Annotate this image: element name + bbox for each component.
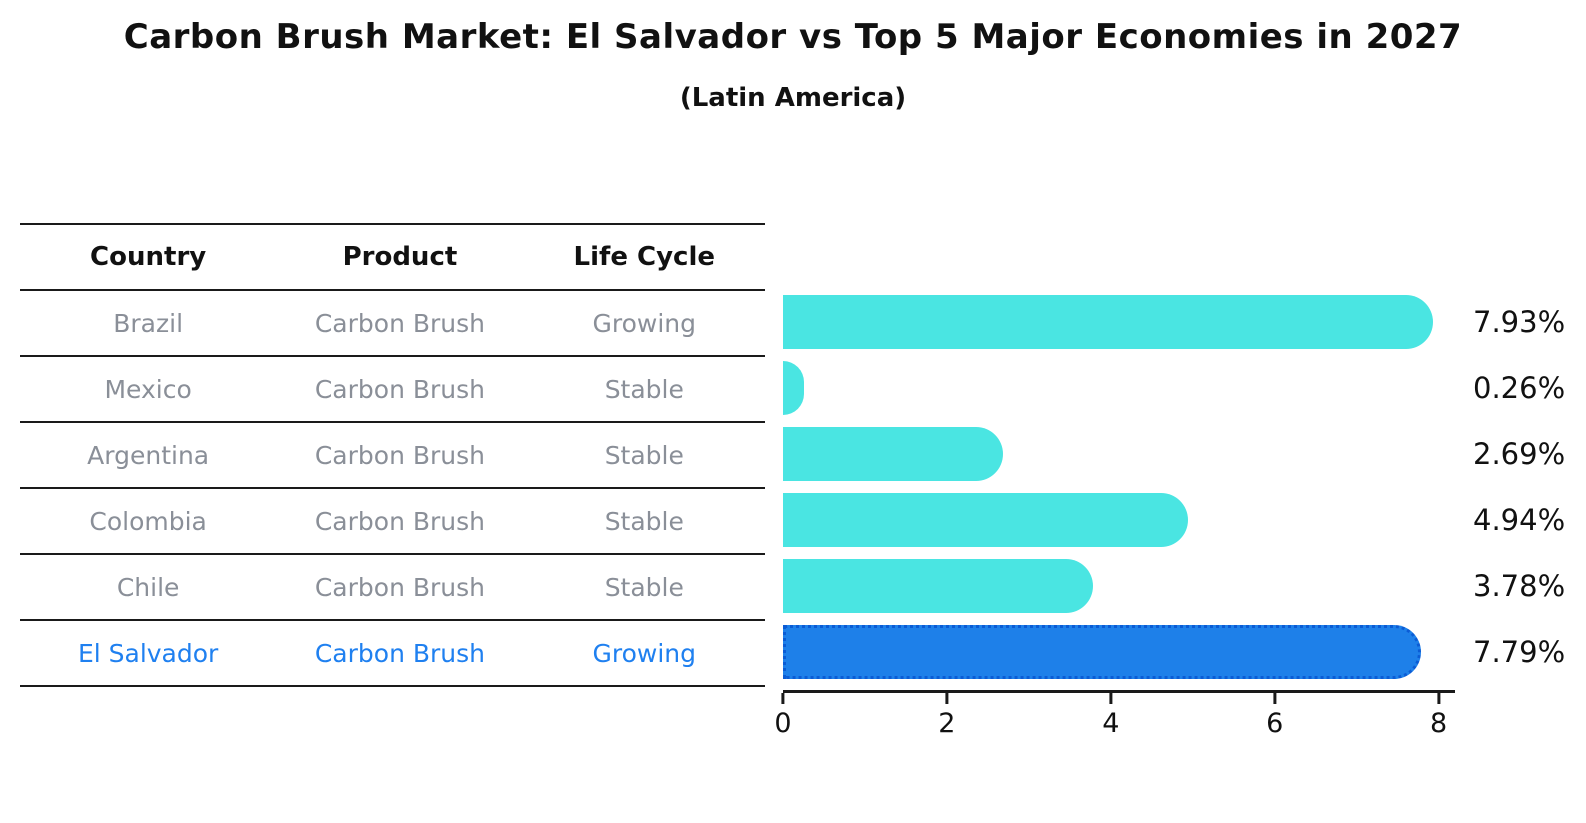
bar-chart: 7.93% 0.26% 2.69% 4.94% 3.78% 7.79% 0 2 … [774, 289, 1565, 743]
table-cell-life-cycle: Stable [604, 440, 684, 470]
table-cell-product: Carbon Brush [314, 572, 485, 602]
x-axis-tick: 0 [774, 693, 792, 739]
bar-row: 2.69% [783, 421, 1565, 487]
table-body: Brazil Carbon Brush Growing Mexico Carbo… [20, 291, 765, 687]
table-row: Colombia Carbon Brush Stable [20, 489, 765, 555]
table-cell-product: Carbon Brush [314, 308, 485, 338]
bar-row: 3.78% [783, 553, 1565, 619]
tick-mark [1109, 693, 1113, 704]
tick-mark [781, 693, 785, 704]
bar [783, 493, 1188, 547]
table-row: Mexico Carbon Brush Stable [20, 357, 765, 423]
bar-row: 0.26% [783, 355, 1565, 421]
bar [783, 559, 1093, 613]
bar-value-label: 2.69% [1473, 437, 1566, 471]
bar-value-label: 7.79% [1473, 635, 1566, 669]
x-axis: 0 2 4 6 8 [774, 690, 1455, 743]
table-cell-life-cycle: Stable [604, 374, 684, 404]
tick-label: 2 [938, 708, 956, 739]
tick-label: 0 [774, 708, 792, 739]
bar-row: 7.79% [783, 619, 1565, 685]
bar-value-label: 0.26% [1473, 371, 1566, 405]
column-header-country: Country [90, 242, 207, 272]
table-cell-life-cycle: Growing [592, 308, 697, 338]
table-row: Argentina Carbon Brush Stable [20, 423, 765, 489]
column-header-product: Product [342, 242, 458, 272]
table-cell-life-cycle: Growing [592, 638, 697, 668]
chart-title: Carbon Brush Market: El Salvador vs Top … [123, 17, 1463, 57]
bar [783, 295, 1433, 349]
tick-label: 6 [1266, 708, 1284, 739]
bar-row: 7.93% [783, 289, 1565, 355]
bar-value-label: 4.94% [1473, 503, 1566, 537]
x-axis-tick: 2 [938, 693, 955, 739]
column-header-life-cycle: Life Cycle [573, 242, 716, 272]
bar [783, 625, 1422, 679]
bar-value-label: 3.78% [1473, 569, 1566, 603]
tick-label: 4 [1102, 708, 1120, 739]
x-axis-tick: 4 [1102, 693, 1119, 739]
table-cell-product: Carbon Brush [314, 440, 485, 470]
bar-row: 4.94% [783, 487, 1565, 553]
bar [783, 427, 1004, 481]
table-header-row: Country Product Life Cycle [20, 223, 765, 291]
table-row: Chile Carbon Brush Stable [20, 555, 765, 621]
tick-mark [945, 693, 949, 704]
table-row: El Salvador Carbon Brush Growing [20, 621, 765, 687]
table-cell-country: Argentina [87, 440, 210, 470]
table-cell-country: Mexico [104, 374, 192, 404]
bar-plot-area: 7.93% 0.26% 2.69% 4.94% 3.78% 7.79% [783, 289, 1565, 685]
x-axis-tick: 8 [1430, 693, 1447, 739]
x-axis-tick: 6 [1266, 693, 1283, 739]
chart-subtitle: (Latin America) [679, 83, 907, 113]
bar-value-label: 7.93% [1473, 305, 1566, 339]
tick-mark [1273, 693, 1277, 704]
tick-mark [1437, 693, 1441, 704]
bar [783, 361, 805, 415]
table-cell-country: Colombia [89, 506, 207, 536]
table-cell-life-cycle: Stable [604, 506, 684, 536]
table-cell-country: Brazil [113, 308, 184, 338]
table-cell-life-cycle: Stable [604, 572, 684, 602]
table-cell-country: Chile [116, 572, 180, 602]
tick-label: 8 [1430, 708, 1448, 739]
table-cell-country: El Salvador [77, 638, 219, 668]
table-cell-product: Carbon Brush [314, 374, 485, 404]
table-row: Brazil Carbon Brush Growing [20, 291, 765, 357]
table-cell-product: Carbon Brush [314, 638, 485, 668]
table-cell-product: Carbon Brush [314, 506, 485, 536]
summary-table: Country Product Life Cycle Brazil Carbon… [20, 223, 765, 687]
